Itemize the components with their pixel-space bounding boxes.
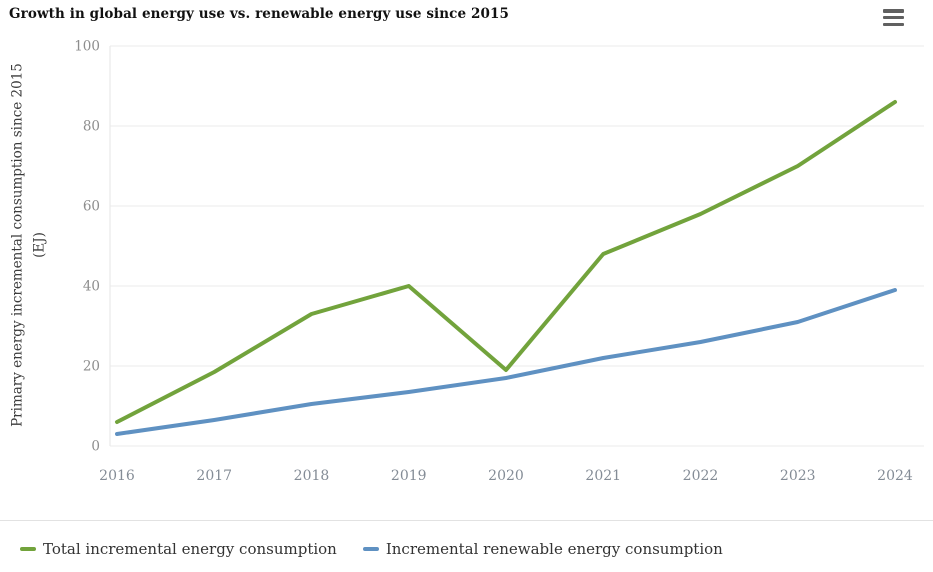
x-tick-label-2018: 2018 — [294, 468, 330, 484]
legend-divider — [0, 520, 933, 521]
series-line-total-incremental-energy-consumption — [115, 100, 897, 424]
legend-label-total: Total incremental energy consumption — [43, 540, 337, 558]
x-tick-label-2016: 2016 — [99, 468, 135, 484]
legend-item-total[interactable]: Total incremental energy consumption — [20, 540, 337, 558]
x-tick-label-2021: 2021 — [585, 468, 621, 484]
y-tick-label-20: 20 — [83, 359, 100, 375]
x-tick-label-2019: 2019 — [391, 468, 427, 484]
y-tick-label-100: 100 — [74, 39, 100, 55]
line-chart: 0 20 40 60 80 100 2016 2017 2018 2019 2020 2021 2022… — [74, 39, 924, 484]
y-tick-label-60: 60 — [83, 199, 100, 215]
y-axis-title-line1: Primary energy incremental consumption s… — [9, 63, 26, 427]
y-axis-title: Primary energy incremental consumption s… — [7, 63, 52, 427]
y-tick-label-0: 0 — [91, 439, 100, 455]
x-tick-label-2024: 2024 — [877, 468, 913, 484]
x-tick-label-2017: 2017 — [196, 468, 232, 484]
legend-marker-total — [20, 547, 36, 551]
y-tick-label-40: 40 — [83, 279, 100, 295]
x-tick-label-2020: 2020 — [488, 468, 524, 484]
legend-item-renewable[interactable]: Incremental renewable energy consumption — [362, 540, 723, 558]
hamburger-menu-button[interactable] — [883, 9, 904, 26]
x-tick-label-2022: 2022 — [683, 468, 719, 484]
y-axis-title-line2: (EJ) — [32, 232, 48, 258]
legend: Total incremental energy consumption Inc… — [20, 540, 723, 558]
y-tick-label-80: 80 — [83, 119, 100, 135]
series-line-incremental-renewable-energy-consumption — [115, 288, 897, 436]
legend-marker-renewable — [362, 547, 379, 551]
x-tick-label-2023: 2023 — [780, 468, 816, 484]
chart-title: Growth in global energy use vs. renewabl… — [9, 6, 509, 22]
legend-label-renewable: Incremental renewable energy consumption — [385, 540, 723, 558]
